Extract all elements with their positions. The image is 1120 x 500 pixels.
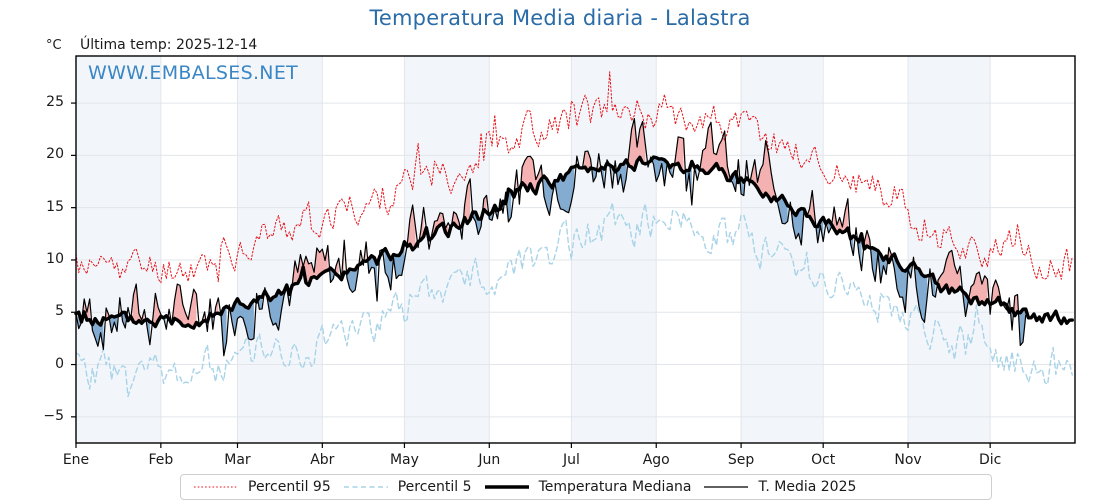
legend-item-3[interactable]: T. Media 2025	[691, 474, 856, 500]
x-tick-label: Ago	[642, 452, 670, 468]
y-tick-label: 15	[46, 198, 64, 215]
x-tick-label: Oct	[811, 452, 836, 468]
page-title: Temperatura Media diaria - Lalastra	[369, 6, 751, 30]
y-axis-unit-label: °C	[46, 38, 62, 53]
month-band	[76, 56, 161, 443]
x-tick-label: Jul	[562, 452, 580, 468]
month-band	[908, 56, 991, 443]
anomaly-fill-warm	[151, 293, 164, 327]
anomaly-fill-warm	[419, 207, 424, 240]
x-tick-label: Abr	[310, 452, 335, 468]
legend-swatch-2	[484, 485, 529, 489]
anomaly-fill-warm	[463, 178, 471, 224]
anomaly-fill-cold	[892, 254, 911, 313]
anomaly-fill-cold	[383, 241, 405, 290]
x-tick-label: Sep	[727, 452, 755, 468]
anomaly-fill-cold	[816, 217, 824, 243]
anomaly-fill-cold	[145, 319, 150, 345]
legend-label-3: T. Media 2025	[758, 479, 857, 495]
anomaly-fill-warm	[132, 284, 145, 324]
legend-label-2: Temperatura Mediana	[538, 479, 692, 495]
x-tick-label: Mar	[224, 452, 251, 468]
x-tick-label: Nov	[894, 452, 922, 468]
y-tick-label: −5	[43, 407, 64, 424]
watermark-label: WWW.EMBALSES.NET	[88, 62, 299, 84]
legend-item-0[interactable]: Percentil 95	[181, 474, 331, 500]
legend-label-1: Percentil 5	[397, 479, 472, 495]
x-tick-label: Ene	[62, 452, 90, 468]
anomaly-fill-warm	[808, 190, 815, 227]
series-line-p5	[75, 202, 1073, 398]
legend-swatch-1	[343, 486, 388, 488]
anomaly-fill-warm	[698, 122, 731, 181]
anomaly-fill-warm	[173, 284, 197, 329]
x-tick-label: Jun	[478, 452, 501, 468]
y-tick-label: 5	[55, 303, 64, 320]
anomaly-fill-warm	[936, 250, 961, 294]
anomaly-fill-warm	[452, 211, 460, 229]
x-tick-label: Feb	[148, 452, 174, 468]
y-tick-label: 20	[46, 146, 64, 163]
chart-legend: Percentil 95 Percentil 5 Temperatura Media…	[180, 474, 992, 500]
y-tick-label: 10	[46, 250, 64, 267]
series-line-actual	[75, 117, 1027, 357]
x-tick-label: May	[389, 452, 419, 468]
anomaly-fill-cold	[695, 165, 698, 181]
anomaly-fill-warm	[342, 240, 345, 273]
series-line-median	[74, 155, 1074, 330]
legend-swatch-0	[194, 486, 238, 488]
y-tick-label: 0	[55, 355, 64, 372]
anomaly-fill-cold	[600, 167, 605, 188]
month-band	[404, 56, 490, 443]
month-band	[237, 56, 323, 443]
legend-swatch-3	[704, 486, 749, 488]
month-band	[741, 56, 824, 443]
plot-frame	[75, 55, 1076, 444]
anomaly-fill-warm	[364, 241, 367, 262]
legend-item-1[interactable]: Percentil 5	[331, 474, 472, 500]
y-tick-label: 25	[46, 94, 64, 111]
anomaly-fill-cold	[914, 267, 928, 323]
legend-label-0: Percentil 95	[248, 479, 331, 495]
anomaly-fill-cold	[367, 255, 378, 302]
series-line-p95	[75, 71, 1073, 284]
last-temp-label: Última temp: 2025-12-14	[80, 37, 258, 53]
month-band	[571, 56, 657, 443]
anomaly-fill-cold	[542, 166, 575, 216]
anomaly-fill-cold	[1018, 309, 1026, 346]
x-tick-label: Dic	[978, 452, 1002, 468]
legend-item-2[interactable]: Temperatura Mediana	[472, 474, 692, 500]
anomaly-fill-cold	[871, 247, 887, 283]
